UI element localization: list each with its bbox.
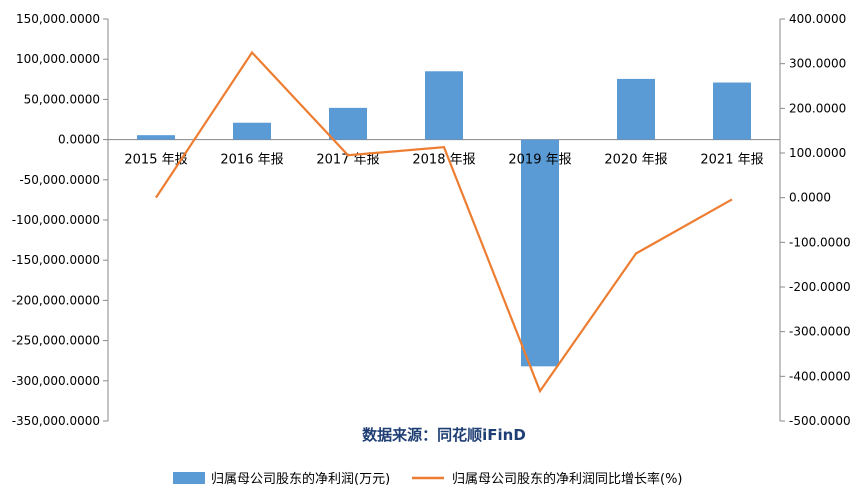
left-tick-label: -50,000.0000	[19, 173, 100, 187]
category-label: 2019 年报	[508, 153, 571, 168]
bar	[521, 139, 559, 367]
category-label: 2017 年报	[316, 153, 379, 168]
right-tick-label: 200.0000	[789, 101, 846, 115]
bar	[425, 71, 463, 140]
bar	[713, 82, 751, 140]
right-tick-label: -100.0000	[789, 235, 851, 249]
right-tick-label: -400.0000	[789, 369, 851, 383]
right-tick-label: -500.0000	[789, 414, 851, 428]
left-tick-label: 100,000.0000	[16, 52, 100, 66]
bar	[137, 135, 175, 140]
category-label: 2020 年报	[604, 153, 667, 168]
left-tick-label: -300,000.0000	[12, 374, 100, 388]
left-tick-label: 150,000.0000	[16, 12, 100, 26]
right-tick-label: 400.0000	[789, 12, 846, 26]
right-tick-label: -300.0000	[789, 325, 851, 339]
legend-line-label: 归属母公司股东的净利润同比增长率(%)	[452, 471, 683, 487]
right-tick-label: 100.0000	[789, 146, 846, 160]
left-tick-label: -100,000.0000	[12, 213, 100, 227]
left-tick-label: -250,000.0000	[12, 334, 100, 348]
right-tick-label: -200.0000	[789, 280, 851, 294]
right-tick-label: 300.0000	[789, 57, 846, 71]
left-tick-label: 0.0000	[58, 133, 100, 147]
source-label: 数据来源：同花顺iFinD	[362, 426, 526, 444]
category-label: 2015 年报	[124, 153, 187, 168]
left-tick-label: -200,000.0000	[12, 293, 100, 307]
right-tick-label: 0.0000	[789, 191, 831, 205]
category-label: 2018 年报	[412, 153, 475, 168]
bar	[329, 107, 367, 140]
left-tick-label: 50,000.0000	[24, 92, 100, 106]
legend-bar-swatch	[173, 472, 205, 484]
bar	[233, 122, 271, 140]
category-label: 2021 年报	[700, 153, 763, 168]
legend-bar-label: 归属母公司股东的净利润(万元)	[211, 471, 390, 487]
bar	[617, 78, 655, 140]
category-label: 2016 年报	[220, 153, 283, 168]
left-tick-label: -150,000.0000	[12, 253, 100, 267]
left-tick-label: -350,000.0000	[12, 414, 100, 428]
